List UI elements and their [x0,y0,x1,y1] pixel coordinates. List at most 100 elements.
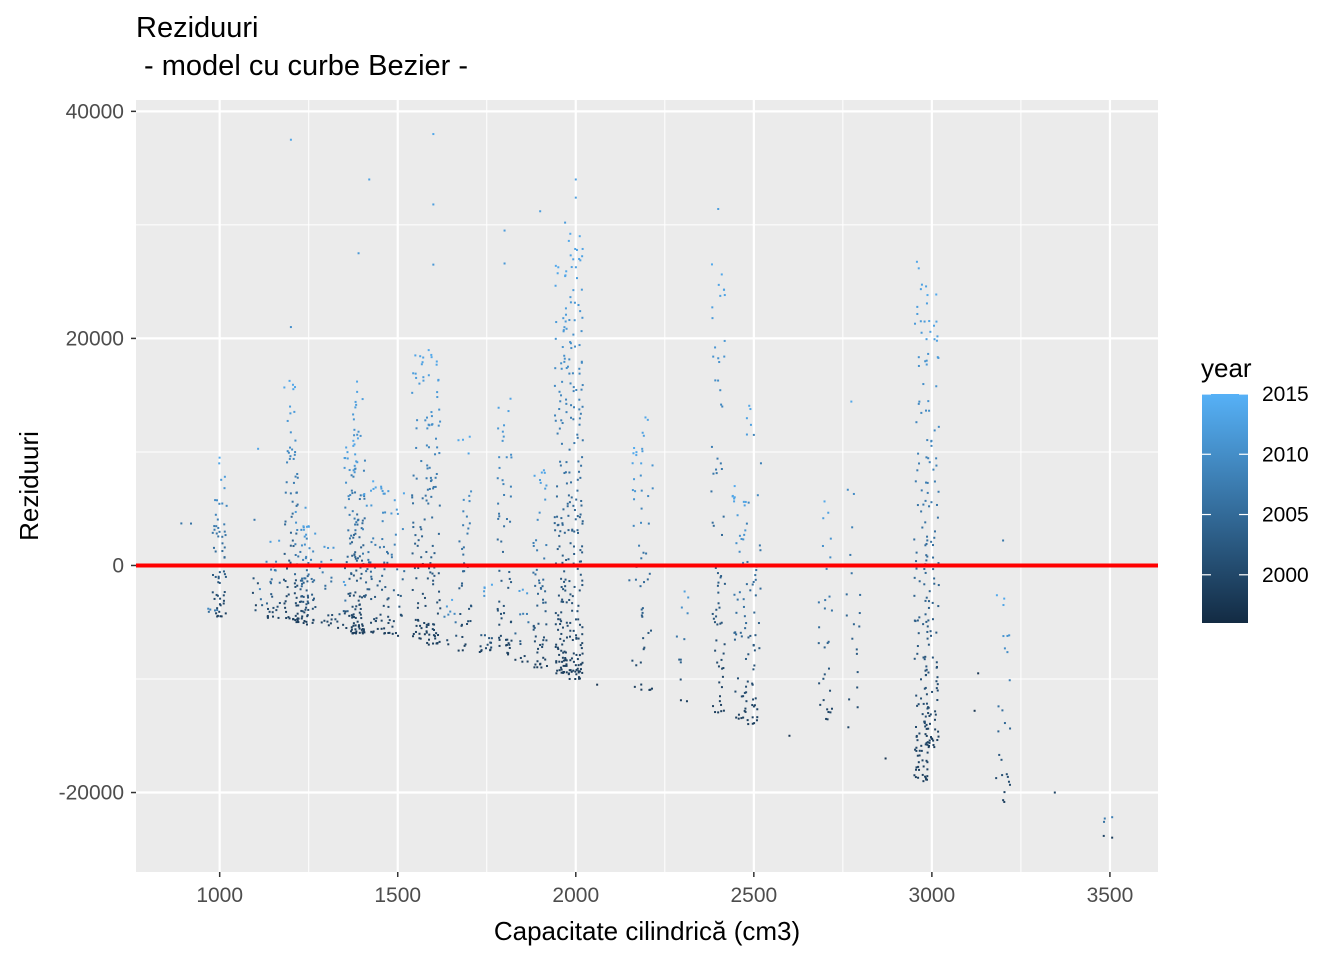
data-point [460,584,463,587]
data-point [427,622,430,625]
data-point [937,490,940,493]
data-point [736,598,739,601]
data-point [640,683,643,686]
data-point [330,558,333,561]
data-point [922,702,925,705]
data-point [288,559,291,562]
data-point [536,666,539,669]
data-point [514,658,517,661]
data-point [925,338,928,341]
data-point [307,602,310,605]
data-point [756,494,759,497]
data-point [371,631,374,634]
data-point [370,489,373,492]
data-point [560,611,563,614]
data-point [575,498,578,501]
data-point [361,623,364,626]
data-point [349,542,352,545]
data-point [917,364,920,367]
data-point [545,544,548,547]
data-point [566,505,569,508]
data-point [545,623,548,626]
data-point [510,639,513,642]
data-point [357,625,360,628]
data-point [425,626,428,629]
data-point [564,313,567,316]
data-point [432,628,435,631]
data-point [1103,820,1106,823]
data-point [553,522,556,525]
data-point [351,492,354,495]
data-point [558,653,561,656]
data-point [360,572,363,575]
data-point [855,648,858,651]
data-point [296,528,299,531]
data-point [538,579,541,582]
data-point [567,514,570,517]
data-point [313,579,316,582]
data-point [919,678,922,681]
data-point [847,726,850,729]
data-point [361,519,364,522]
data-point [717,711,720,714]
data-point [430,353,433,356]
data-point [287,451,290,454]
data-point [554,337,557,340]
data-point [914,322,917,325]
data-point [559,464,562,467]
data-point [580,464,583,467]
data-point [915,551,918,554]
data-point [915,260,918,263]
data-point [578,470,581,473]
data-point [744,707,747,710]
legend-tick-label: 2000 [1262,564,1309,587]
data-point [560,577,563,580]
data-point [284,520,287,523]
data-point [541,585,544,588]
data-point [509,397,512,400]
data-point [572,660,575,663]
data-point [919,288,922,291]
data-point [414,618,417,621]
data-point [753,704,756,707]
data-point [426,427,429,430]
data-point [462,498,465,501]
data-point [362,544,365,547]
data-point [430,411,433,414]
data-point [365,504,368,507]
data-point [568,319,571,322]
data-point [570,404,573,407]
data-point [578,257,581,260]
data-point [1001,774,1004,777]
data-point [1102,834,1105,837]
data-point [447,613,450,616]
data-point [430,479,433,482]
data-point [572,258,575,261]
data-point [432,642,435,645]
data-point [1006,775,1009,778]
data-point [294,510,297,513]
data-point [575,668,578,671]
data-point [467,452,470,455]
data-point [924,715,927,718]
data-point [924,725,927,728]
data-point [293,453,296,456]
data-point [532,544,535,547]
data-point [577,618,580,621]
data-point [355,579,358,582]
data-point [420,363,423,366]
data-point [386,561,389,564]
data-point [579,549,582,552]
data-point [555,643,558,646]
data-point [570,670,573,673]
data-point [277,616,280,619]
data-point [295,596,298,599]
data-point [425,550,428,553]
data-point [935,464,938,467]
data-point [755,569,758,572]
data-point [211,531,214,534]
data-point [829,689,832,692]
data-point [937,730,940,733]
data-point [558,408,561,411]
data-point [740,635,743,638]
